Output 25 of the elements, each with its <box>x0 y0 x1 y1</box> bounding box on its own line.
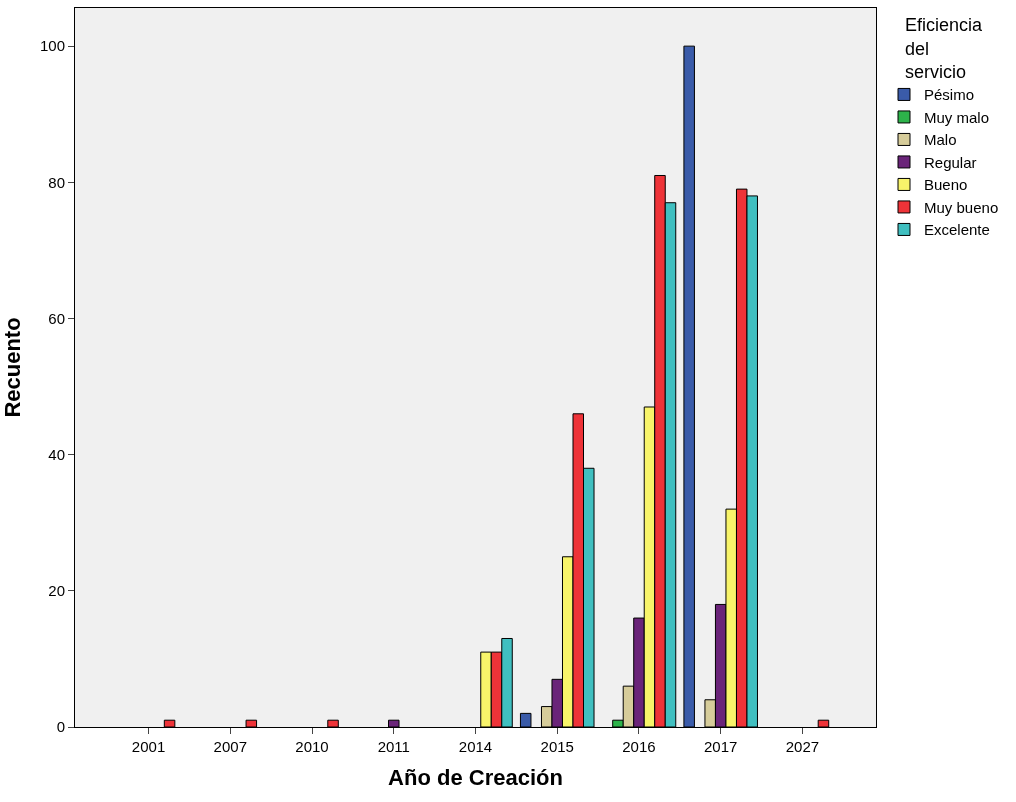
y-tick-label: 40 <box>48 445 65 463</box>
legend-label: Regular <box>924 153 977 171</box>
x-axis-title: Año de Creación <box>388 764 563 790</box>
x-tick-label: 2015 <box>540 738 574 755</box>
x-tick-label: 2007 <box>213 738 247 755</box>
x-tick-label: 2017 <box>704 738 738 755</box>
y-tick-label: 80 <box>48 173 65 191</box>
legend-label: Malo <box>924 131 957 149</box>
y-axis-title: Recuento <box>0 317 25 418</box>
legend-label: Excelente <box>924 221 990 239</box>
y-tick-label: 100 <box>39 37 65 55</box>
legend-label: Muy malo <box>924 108 990 126</box>
y-tick-label: 20 <box>48 582 65 600</box>
legend-label: Bueno <box>924 176 968 194</box>
x-tick-label: 2011 <box>377 738 410 755</box>
y-tick-label: 60 <box>48 309 65 327</box>
x-tick-label: 2010 <box>295 738 329 755</box>
x-tick-label: 2014 <box>458 738 493 755</box>
x-tick-label: 2016 <box>622 738 656 755</box>
legend-title: Eficiencia del servicio <box>905 15 984 83</box>
legend-label: Muy bueno <box>924 198 999 216</box>
legend-label: Pésimo <box>924 86 975 104</box>
x-tick-label: 2001 <box>131 738 166 755</box>
y-tick-label: 0 <box>56 718 65 736</box>
x-tick-label: 2027 <box>785 738 820 755</box>
